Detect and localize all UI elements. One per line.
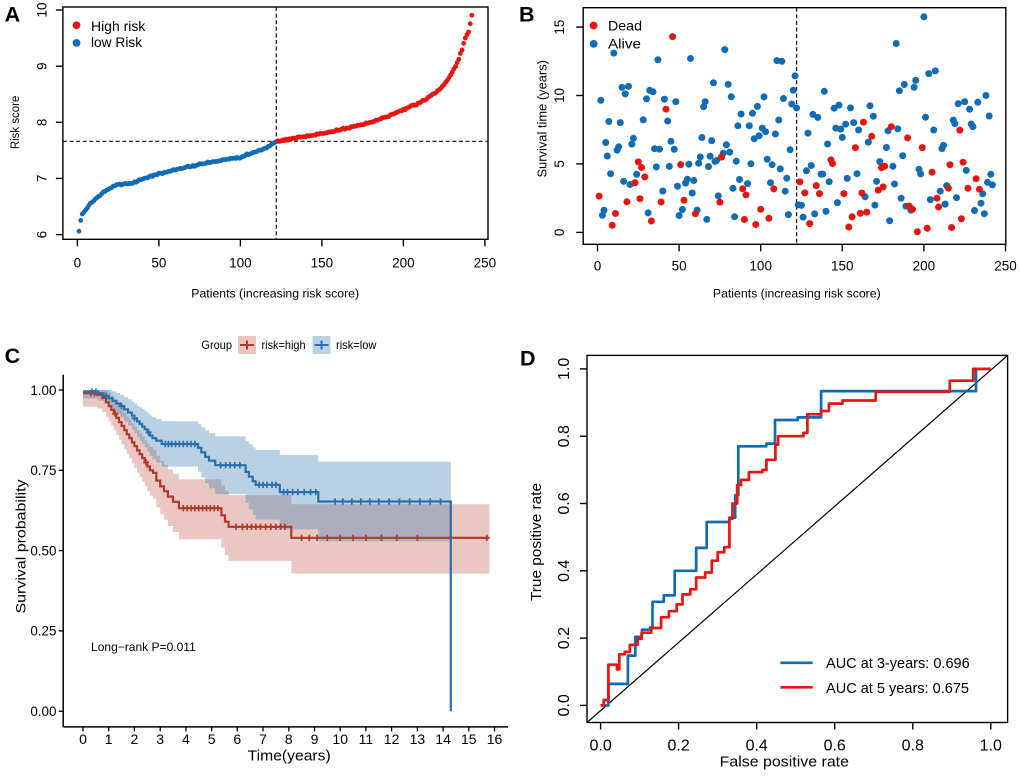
svg-text:1.0: 1.0	[556, 358, 573, 380]
svg-text:9: 9	[35, 62, 50, 70]
svg-text:150: 150	[311, 255, 334, 270]
svg-text:B: B	[519, 3, 535, 27]
svg-text:risk=high: risk=high	[262, 338, 306, 352]
svg-text:0.75: 0.75	[30, 463, 56, 478]
svg-text:0.2: 0.2	[667, 738, 689, 755]
svg-text:4: 4	[182, 731, 190, 747]
svg-text:C: C	[5, 344, 21, 368]
svg-text:0.8: 0.8	[902, 738, 924, 755]
svg-text:A: A	[5, 3, 21, 27]
svg-text:risk=low: risk=low	[336, 338, 377, 352]
svg-text:10: 10	[35, 2, 50, 17]
svg-text:200: 200	[913, 259, 936, 274]
svg-text:0: 0	[594, 259, 602, 274]
svg-text:16: 16	[487, 731, 503, 747]
svg-text:AUC at 3-years: 0.696: AUC at 3-years: 0.696	[826, 655, 970, 672]
svg-text:0.0: 0.0	[589, 738, 611, 755]
svg-text:0: 0	[79, 731, 87, 747]
svg-text:Survival probability: Survival probability	[13, 480, 29, 614]
svg-text:5: 5	[552, 160, 567, 168]
svg-text:12: 12	[384, 731, 400, 747]
svg-text:10: 10	[552, 88, 567, 103]
svg-text:150: 150	[831, 259, 854, 274]
svg-text:5: 5	[208, 731, 216, 747]
svg-text:6: 6	[35, 231, 50, 239]
svg-text:7: 7	[259, 731, 267, 747]
svg-text:Survival time (years): Survival time (years)	[536, 60, 550, 178]
svg-text:7: 7	[35, 175, 50, 183]
svg-text:Patients (increasing risk scor: Patients (increasing risk score)	[713, 287, 881, 301]
svg-text:2: 2	[131, 731, 139, 747]
svg-text:15: 15	[461, 731, 477, 747]
svg-text:Alive: Alive	[608, 37, 641, 52]
svg-text:0.8: 0.8	[556, 425, 573, 447]
svg-text:8: 8	[285, 731, 293, 747]
svg-text:14: 14	[435, 731, 451, 747]
svg-text:False positive rate: False positive rate	[720, 754, 849, 771]
svg-text:AUC at 5 years: 0.675: AUC at 5 years: 0.675	[826, 680, 969, 697]
svg-text:50: 50	[672, 259, 687, 274]
svg-text:True positive rate: True positive rate	[528, 483, 545, 601]
svg-text:0.50: 0.50	[30, 543, 56, 558]
svg-text:High risk: High risk	[91, 18, 146, 34]
svg-text:Risk score: Risk score	[8, 96, 22, 150]
svg-text:0.2: 0.2	[556, 627, 573, 649]
svg-text:1: 1	[105, 731, 113, 747]
svg-text:8: 8	[35, 119, 50, 127]
svg-text:0.4: 0.4	[746, 738, 768, 755]
svg-text:0.00: 0.00	[30, 704, 56, 719]
svg-text:0.0: 0.0	[556, 694, 573, 716]
svg-text:0: 0	[552, 229, 567, 237]
svg-text:3: 3	[156, 731, 164, 747]
svg-text:Dead: Dead	[608, 18, 642, 33]
svg-text:11: 11	[359, 731, 374, 747]
svg-text:100: 100	[749, 259, 772, 274]
svg-text:Group: Group	[201, 338, 232, 352]
svg-text:100: 100	[229, 255, 252, 270]
svg-text:0: 0	[74, 255, 82, 270]
svg-text:15: 15	[552, 20, 567, 35]
svg-text:0.4: 0.4	[556, 560, 573, 582]
svg-text:Time(years): Time(years)	[248, 749, 331, 765]
svg-text:Long−rank P=0.011: Long−rank P=0.011	[91, 640, 196, 654]
svg-text:0.25: 0.25	[30, 624, 56, 639]
svg-text:200: 200	[392, 255, 415, 270]
svg-text:0.6: 0.6	[824, 738, 846, 755]
svg-text:1.0: 1.0	[980, 738, 1002, 755]
svg-text:D: D	[520, 346, 536, 370]
svg-text:1.00: 1.00	[30, 383, 56, 398]
svg-text:250: 250	[994, 259, 1017, 274]
svg-text:9: 9	[311, 731, 319, 747]
svg-text:13: 13	[410, 731, 426, 747]
svg-text:Patients (increasing risk scor: Patients (increasing risk score)	[191, 287, 359, 301]
svg-text:50: 50	[151, 255, 166, 270]
svg-text:250: 250	[474, 255, 497, 270]
svg-text:low Risk: low Risk	[91, 34, 143, 50]
svg-text:0.6: 0.6	[556, 492, 573, 514]
svg-text:6: 6	[233, 731, 241, 747]
svg-text:10: 10	[332, 731, 348, 747]
